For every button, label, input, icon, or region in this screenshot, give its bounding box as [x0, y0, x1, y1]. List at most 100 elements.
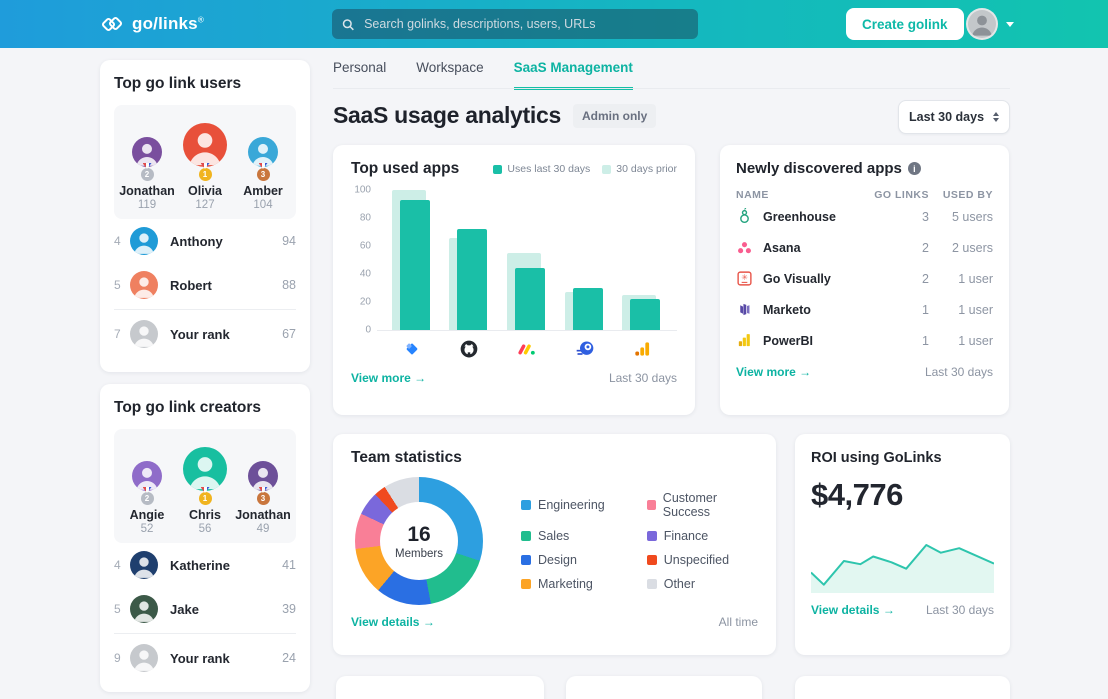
app-icon-cell — [505, 339, 549, 359]
app-icon-cell — [563, 339, 607, 359]
person-value: 52 — [140, 523, 154, 535]
col-name-header: NAME — [736, 189, 769, 201]
donut-center-label: Members — [395, 547, 443, 560]
medal-rank: 2 — [140, 168, 154, 181]
golinks-logo-icon — [101, 16, 123, 32]
medal-ribbon-icon — [258, 487, 268, 493]
tab-saas-management[interactable]: SaaS Management — [513, 60, 633, 90]
medal-bronze-icon: 3 — [256, 163, 270, 181]
view-more-link[interactable]: View more → — [351, 371, 427, 385]
bar-chart-legend: Uses last 30 days 30 days prior — [493, 163, 677, 175]
axis-tick-label: 20 — [359, 296, 371, 308]
view-details-link[interactable]: View details → — [351, 615, 435, 629]
search-input[interactable] — [362, 16, 688, 32]
app-icon-cell — [447, 339, 491, 359]
avatar — [248, 137, 278, 167]
person-name: Jonathan — [235, 508, 291, 522]
legend-swatch — [602, 164, 612, 174]
info-icon[interactable]: i — [907, 162, 921, 175]
app-name-cell: Asana — [736, 239, 871, 256]
bar-chart-plot — [377, 190, 677, 331]
person-name: Robert — [170, 277, 212, 293]
person-value: 119 — [137, 199, 157, 211]
legend-label: Marketing — [538, 577, 593, 591]
axis-tick-label: 40 — [359, 268, 371, 280]
medal-gold-icon: 1 — [198, 487, 212, 505]
col-golinks-header: GO LINKS — [874, 189, 929, 201]
team-donut-chart: 16 Members — [355, 477, 483, 605]
arrow-right-icon: → — [422, 615, 435, 629]
card-title: Top used apps — [351, 160, 460, 177]
user-avatar[interactable] — [966, 8, 998, 40]
person-value: 67 — [282, 327, 296, 341]
legend-swatch — [521, 531, 531, 541]
avatar — [132, 461, 162, 491]
avatar-menu-caret-icon[interactable] — [1006, 22, 1014, 27]
tabs-divider — [333, 88, 1010, 89]
date-range-select[interactable]: Last 30 days — [898, 100, 1010, 134]
tab-workspace[interactable]: Workspace — [416, 60, 484, 75]
avatar — [248, 461, 278, 491]
team-legend-item: Design — [521, 553, 605, 567]
rank-number: 4 — [114, 234, 121, 248]
page-title: SaaS usage analytics — [333, 102, 561, 128]
asana-icon — [736, 239, 753, 256]
global-search[interactable] — [332, 9, 698, 39]
list-item: 7 Your rank 67 — [114, 312, 296, 356]
newly-discovered-apps-card: Newly discovered apps i NAME GO LINKS US… — [720, 145, 1009, 415]
team-legend-item: Other — [646, 577, 758, 591]
jira-icon — [402, 339, 422, 359]
person-name: Amber — [243, 184, 283, 198]
view-more-link[interactable]: View more → — [736, 365, 812, 379]
list-item: 4 Katherine 41 — [114, 543, 296, 587]
page-header: SaaS usage analytics Admin only — [333, 102, 657, 129]
legend-label: 30 days prior — [616, 163, 677, 175]
medal-rank: 1 — [198, 168, 212, 181]
used-by-count: 5 users — [952, 209, 993, 224]
rank-number: 5 — [114, 602, 121, 616]
used-by-count: 1 user — [958, 333, 993, 348]
list-item: 9 Your rank 24 — [114, 636, 296, 680]
axis-tick-label: 60 — [359, 240, 371, 252]
card-range-label: Last 30 days — [924, 365, 993, 379]
avatar — [130, 320, 158, 348]
legend-label: Unspecified — [663, 553, 730, 567]
team-legend-item: Marketing — [521, 577, 605, 591]
person-value: 41 — [282, 558, 296, 572]
team-legend-item: Customer Success — [646, 491, 758, 519]
team-legend-item: Engineering — [521, 491, 605, 519]
bar-group-github — [447, 190, 491, 330]
arrow-right-icon: → — [414, 371, 427, 385]
medal-ribbon-icon — [200, 487, 210, 493]
golinks-count: 1 — [922, 302, 929, 317]
app-name: Greenhouse — [763, 209, 836, 224]
axis-tick-label: 0 — [365, 324, 371, 336]
bar-current — [630, 299, 661, 330]
table-row: PowerBI 1 1 user — [736, 325, 993, 356]
card-range-label: Last 30 days — [608, 371, 677, 385]
golinks-logo[interactable]: go/links® — [100, 0, 204, 48]
legend-swatch — [493, 164, 503, 174]
legend-label: Customer Success — [662, 491, 717, 519]
list-item: 4 Anthony 94 — [114, 219, 296, 263]
legend-label: Design — [538, 553, 577, 567]
person-name: Your rank — [170, 326, 230, 342]
card-partial — [336, 676, 544, 699]
powerbi-icon — [736, 332, 753, 349]
create-golink-button[interactable]: Create golink — [846, 8, 964, 40]
podium-person: 1 Chris 56 — [176, 447, 233, 535]
legend-item: Uses last 30 days — [493, 163, 590, 175]
podium-person: 2 Angie 52 — [118, 461, 175, 535]
used-by-count: 1 user — [958, 302, 993, 317]
apps-table: Greenhouse 3 5 users Asana 2 2 users ✳ Go Visua… — [736, 201, 993, 356]
person-name: Angie — [129, 508, 165, 522]
rank-number: 7 — [114, 327, 121, 341]
legend-swatch — [646, 531, 657, 541]
tab-personal[interactable]: Personal — [333, 60, 387, 75]
person-value: 127 — [195, 199, 215, 211]
person-name: Your rank — [170, 650, 230, 666]
legend-item: 30 days prior — [602, 163, 677, 175]
select-updown-icon — [993, 112, 999, 122]
view-details-link[interactable]: View details → — [811, 603, 895, 617]
